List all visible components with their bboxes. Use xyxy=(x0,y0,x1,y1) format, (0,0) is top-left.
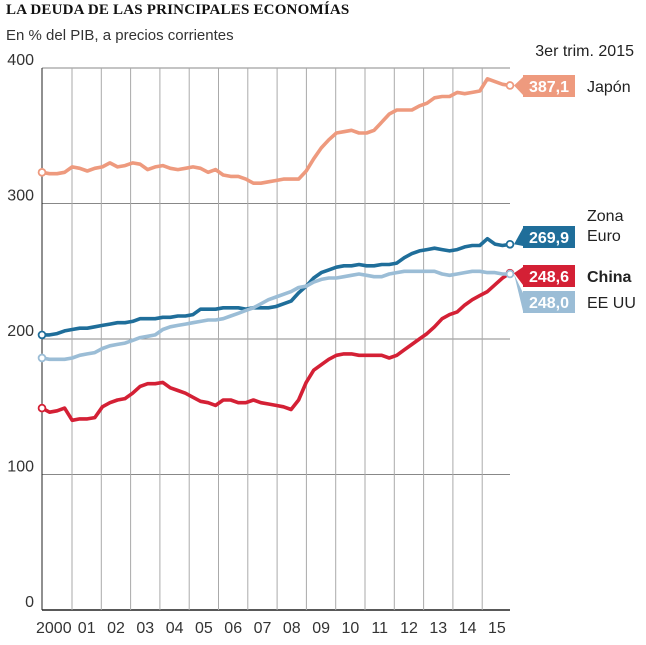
x-tick-label: 09 xyxy=(312,620,330,637)
series-start-point xyxy=(37,403,47,413)
y-tick-label: 100 xyxy=(7,459,34,476)
series-end-point xyxy=(505,269,515,279)
end-value-label: 248,0 xyxy=(529,295,569,312)
x-tick-label: 15 xyxy=(488,620,506,637)
value-box xyxy=(523,226,575,248)
x-tick-label: 13 xyxy=(429,620,447,637)
x-tick-label: 05 xyxy=(195,620,213,637)
x-tick-label: 03 xyxy=(136,620,154,637)
period-label: 3er trim. 2015 xyxy=(535,43,634,60)
y-tick-label: 400 xyxy=(7,52,34,69)
value-pointer xyxy=(514,228,523,246)
label-layer: 0 100 200 300 400 2000 01 02 03 04 05 06 07 08 09 10 11 1… xyxy=(7,43,636,637)
y-tick-label: 200 xyxy=(7,323,34,340)
x-tick-label: 04 xyxy=(166,620,184,637)
series-line-2 xyxy=(40,271,512,423)
x-tick-label: 02 xyxy=(107,620,125,637)
value-box xyxy=(523,291,575,313)
series-end-point xyxy=(505,81,515,90)
series-layer xyxy=(37,77,515,423)
series-name-label: Zona xyxy=(587,208,624,225)
x-tick-label: 12 xyxy=(400,620,418,637)
grid-layer xyxy=(41,67,510,611)
value-box xyxy=(523,265,575,287)
series-name-label: China xyxy=(587,269,632,286)
series-start-point xyxy=(37,330,47,340)
end-value-label: 269,9 xyxy=(529,230,569,247)
series-line-1 xyxy=(40,236,512,337)
x-tick-label: 01 xyxy=(78,620,96,637)
value-pointer xyxy=(514,267,523,285)
series-line-3 xyxy=(40,269,512,362)
x-tick-label: 07 xyxy=(254,620,272,637)
x-tick-label: 10 xyxy=(342,620,360,637)
x-tick-label: 08 xyxy=(283,620,301,637)
value-pointer xyxy=(514,273,523,311)
series-line-0 xyxy=(40,77,512,185)
series-start-point xyxy=(37,168,47,177)
x-tick-label: 2000 xyxy=(36,620,72,637)
series-start-point xyxy=(37,353,47,363)
x-tick-label: 06 xyxy=(224,620,242,637)
end-value-label: 387,1 xyxy=(529,79,569,96)
series-name-label: Japón xyxy=(587,79,631,96)
end-value-label: 248,6 xyxy=(529,269,569,286)
x-tick-label: 11 xyxy=(371,620,388,637)
series-name-label: EE UU xyxy=(587,295,636,312)
chart-title: LA DEUDA DE LAS PRINCIPALES ECONOMÍAS xyxy=(6,2,350,18)
value-box xyxy=(523,75,575,97)
value-pointer xyxy=(514,77,523,95)
series-end-point xyxy=(505,239,515,249)
y-tick-label: 0 xyxy=(25,594,34,611)
series-name-label: Euro xyxy=(587,228,621,245)
x-tick-label: 14 xyxy=(459,620,477,637)
y-tick-label: 300 xyxy=(7,188,34,205)
chart-subtitle: En % del PIB, a precios corrientes xyxy=(6,27,234,44)
